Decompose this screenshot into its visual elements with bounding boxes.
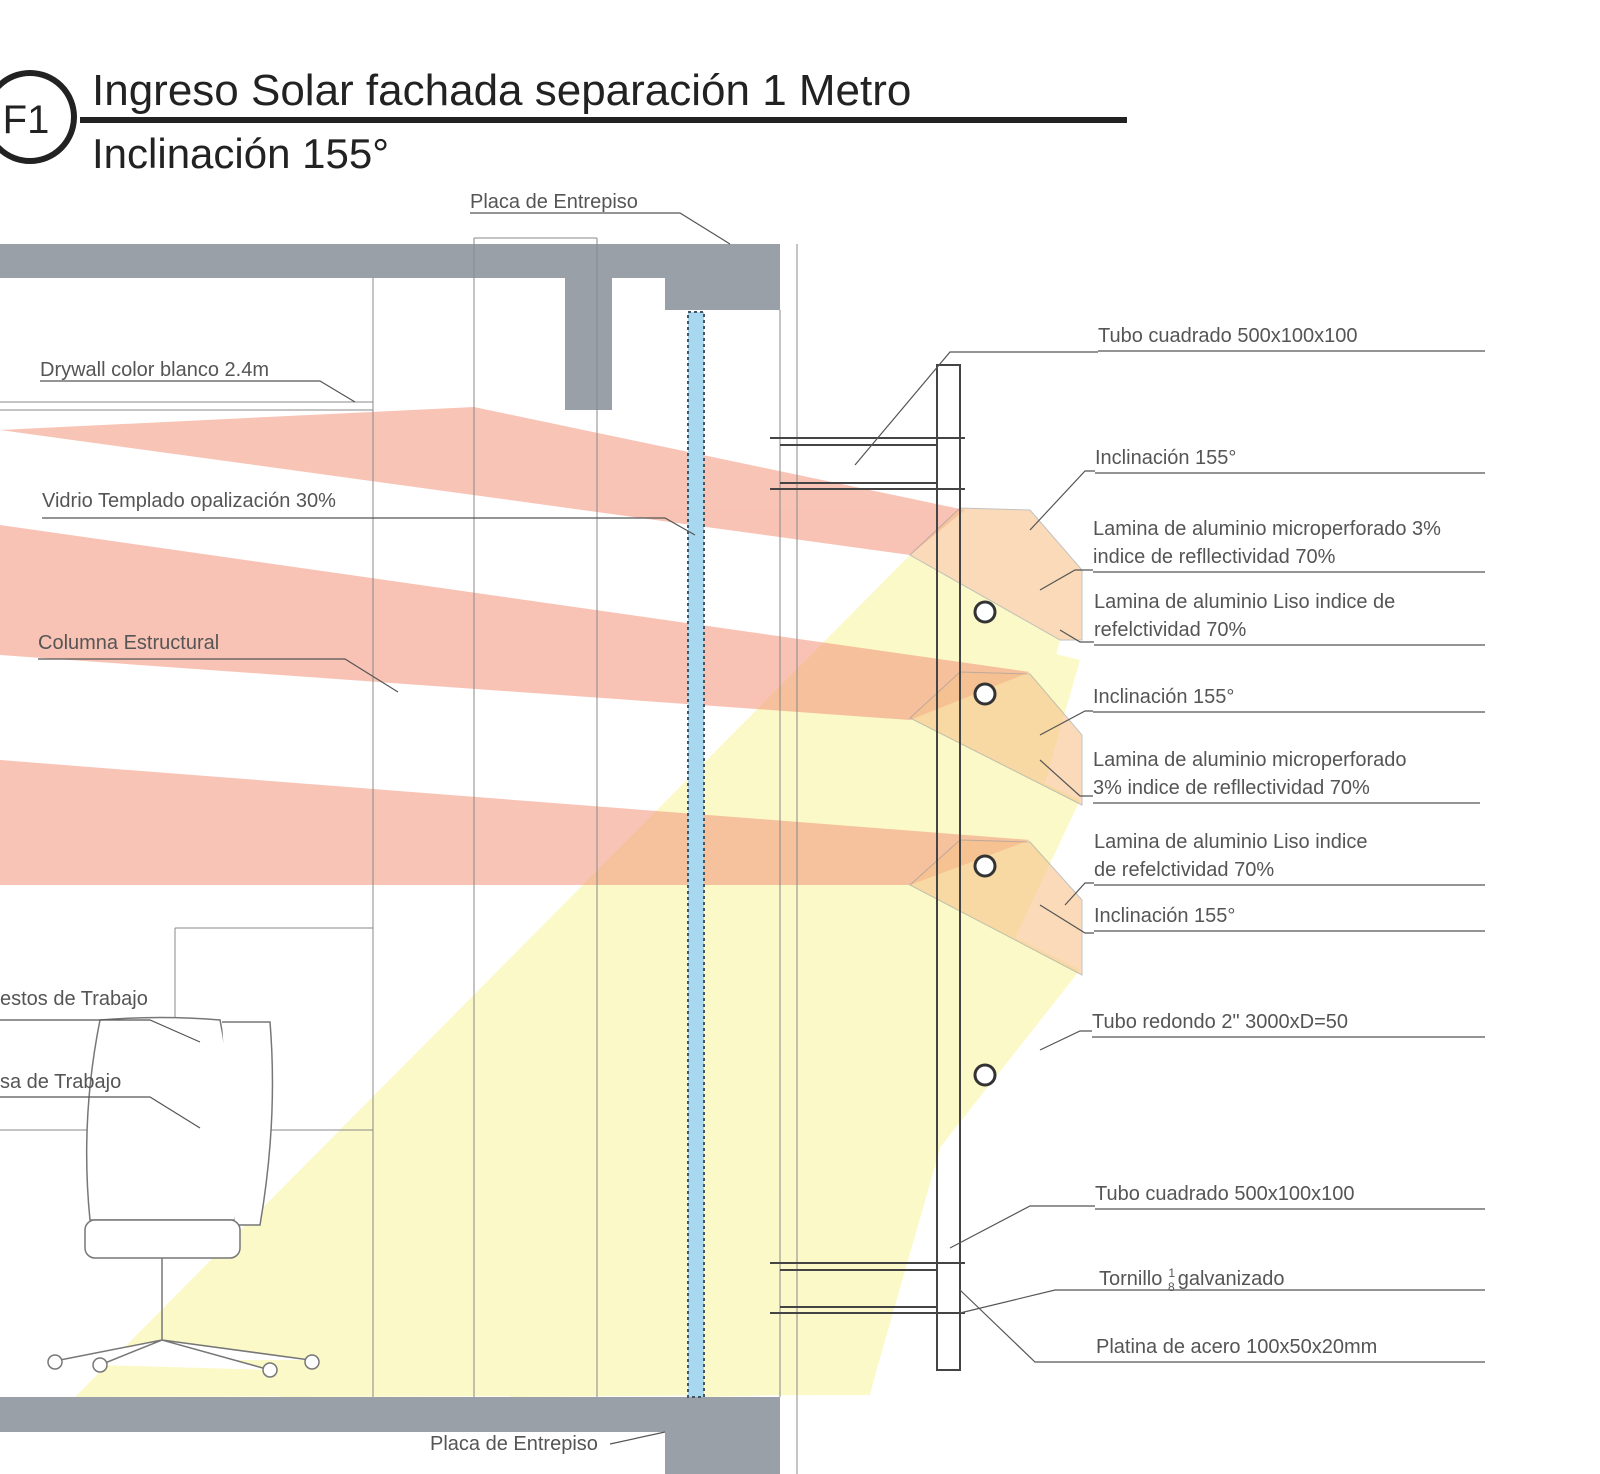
leader xyxy=(0,1019,201,1043)
label: de refelctividad 70% xyxy=(1094,859,1274,881)
label: Columna Estructural xyxy=(38,632,219,654)
leader xyxy=(959,1289,1099,1314)
badge: F1 xyxy=(3,98,50,142)
label: Tornillo 1 8 galvanizado xyxy=(1099,1266,1284,1294)
leader xyxy=(854,351,1098,466)
post xyxy=(936,364,961,1371)
badge-circle xyxy=(0,70,77,164)
label: Tubo redondo 2" 3000xD=50 xyxy=(1092,1011,1348,1033)
leader xyxy=(1039,1030,1092,1051)
fraction-num: 1 xyxy=(1168,1266,1175,1280)
chair xyxy=(47,1016,320,1378)
subtitle: Inclinación 155° xyxy=(92,130,389,177)
label: Drywall color blanco 2.4m xyxy=(40,359,269,381)
label: sa de Trabajo xyxy=(0,1071,121,1093)
label: Placa de Entrepiso xyxy=(470,191,638,213)
leader xyxy=(1039,569,1093,591)
louvers xyxy=(909,507,1083,976)
label: Inclinación 155° xyxy=(1093,686,1234,708)
leader xyxy=(1039,759,1093,797)
leader xyxy=(1039,710,1093,736)
label: Tubo cuadrado 500x100x100 xyxy=(1098,325,1357,347)
label: Inclinación 155° xyxy=(1095,447,1236,469)
label: refelctividad 70% xyxy=(1094,619,1247,641)
leader xyxy=(42,517,696,536)
label-text: galvanizado xyxy=(1178,1268,1285,1290)
label: Lamina de aluminio Liso indice xyxy=(1094,831,1368,853)
title: Ingreso Solar fachada separación 1 Metro xyxy=(92,66,911,115)
brackets xyxy=(770,437,965,1314)
label: Vidrio Templado opalización 30% xyxy=(42,490,336,512)
label: 3% indice de refllectividad 70% xyxy=(1093,777,1370,799)
leader xyxy=(1059,629,1094,643)
leader xyxy=(40,380,356,403)
leader xyxy=(1029,470,1095,531)
label: Lamina de aluminio Liso indice de xyxy=(1094,591,1395,613)
slabs xyxy=(0,244,780,1474)
label: Inclinación 155° xyxy=(1094,905,1235,927)
round-tubes xyxy=(973,600,997,1087)
label: Tubo cuadrado 500x100x100 xyxy=(1095,1183,1354,1205)
leader xyxy=(0,1096,201,1129)
solar-rays xyxy=(0,407,1030,885)
label: Platina de acero 100x50x20mm xyxy=(1096,1336,1377,1358)
label: Lamina de aluminio microperforado 3% xyxy=(1093,518,1441,540)
fraction-den: 8 xyxy=(1168,1280,1175,1294)
label: Placa de Entrepiso xyxy=(430,1433,598,1455)
label-text: Tornillo xyxy=(1099,1268,1162,1290)
glass xyxy=(687,311,705,1398)
light-beams xyxy=(75,555,1080,1397)
leader xyxy=(1039,904,1094,934)
label: estos de Trabajo xyxy=(0,988,148,1010)
label: Lamina de aluminio microperforado xyxy=(1093,749,1407,771)
leader xyxy=(959,1289,1096,1363)
leader xyxy=(949,1205,1095,1249)
leader xyxy=(1064,882,1094,906)
leader xyxy=(470,212,731,245)
leader xyxy=(38,658,399,693)
leader xyxy=(609,1431,666,1445)
label: indice de refllectividad 70% xyxy=(1093,546,1336,568)
